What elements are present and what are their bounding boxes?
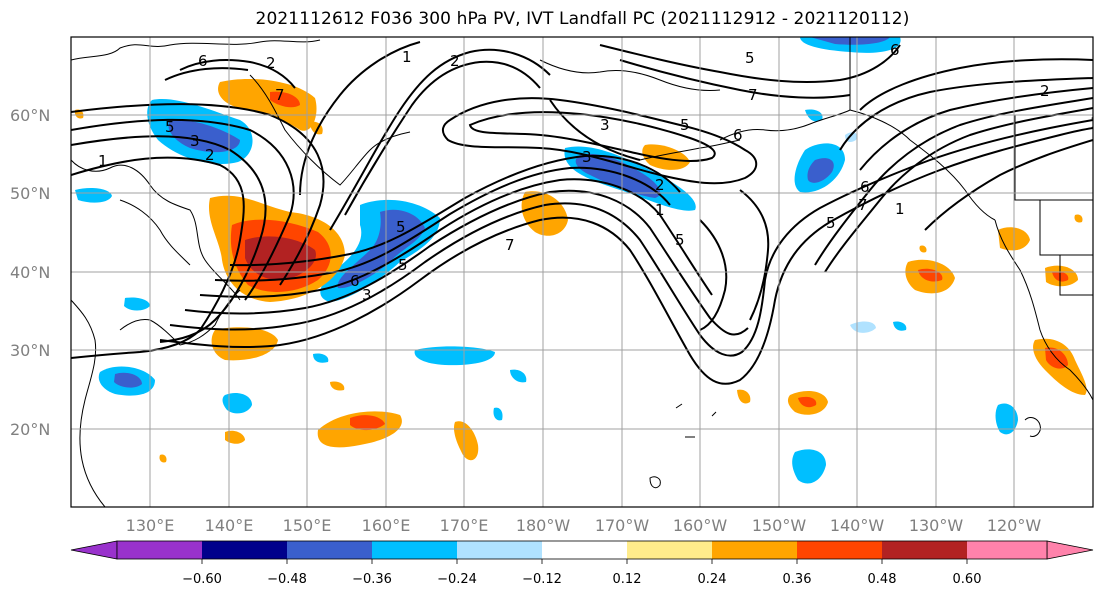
colorbar-swatch bbox=[372, 541, 457, 559]
colorbar-tick: −0.12 bbox=[522, 572, 562, 587]
coastlines bbox=[71, 37, 1093, 507]
colorbar-tick: 0.24 bbox=[698, 572, 727, 587]
contour-label: 2 bbox=[1040, 82, 1050, 100]
colorbar-tick-labels: −0.60 −0.48 −0.36 −0.24 −0.12 0.12 0.24 … bbox=[182, 572, 981, 587]
lon-label: 170°E bbox=[440, 516, 489, 535]
contour-label: 6 bbox=[860, 178, 870, 196]
contour-label: 7 bbox=[505, 236, 515, 254]
contour-label: 5 bbox=[396, 218, 406, 236]
contour-label: 6 bbox=[733, 126, 743, 144]
lon-label: 160°W bbox=[673, 516, 728, 535]
contour-label: 5 bbox=[680, 116, 690, 134]
contour-label: 3 bbox=[582, 148, 592, 166]
lat-label: 50°N bbox=[10, 184, 50, 203]
lon-label: 140°E bbox=[205, 516, 254, 535]
map-border bbox=[70, 36, 1094, 508]
graticule bbox=[71, 37, 1093, 507]
colorbar-high-extension bbox=[1046, 540, 1094, 560]
colorbar-tick: 0.48 bbox=[868, 572, 897, 587]
map-title: 2021112612 F036 300 hPa PV, IVT Landfall… bbox=[255, 9, 910, 29]
colorbar-swatch bbox=[797, 541, 882, 559]
contour-label: 3 bbox=[190, 132, 200, 150]
lat-label: 40°N bbox=[10, 263, 50, 282]
colorbar-tick: −0.48 bbox=[267, 572, 307, 587]
lon-label: 150°W bbox=[752, 516, 807, 535]
contour-label: 2 bbox=[205, 146, 215, 164]
colorbar-swatch bbox=[967, 541, 1047, 559]
colorbar-tick: −0.36 bbox=[352, 572, 392, 587]
contour-label: 3 bbox=[600, 116, 610, 134]
contour-label: 5 bbox=[165, 118, 175, 136]
contour-label: 5 bbox=[398, 256, 408, 274]
contour-label: 5 bbox=[675, 231, 685, 249]
lon-label: 160°E bbox=[362, 516, 411, 535]
contour-label: 6 bbox=[890, 41, 900, 59]
lon-label: 180°W bbox=[516, 516, 571, 535]
colorbar-tick: 0.60 bbox=[953, 572, 982, 587]
contour-label: 1 bbox=[655, 201, 665, 219]
contour-label: 3 bbox=[362, 286, 372, 304]
colorbar-low-extension bbox=[70, 540, 118, 560]
contour-label: 1 bbox=[1090, 114, 1100, 132]
colorbar-frame bbox=[116, 540, 1048, 560]
colorbar-tick-marks bbox=[201, 559, 968, 564]
colorbar-swatch bbox=[117, 541, 202, 559]
contour-label: 7 bbox=[275, 86, 285, 104]
lat-label: 30°N bbox=[10, 341, 50, 360]
colorbar: −0.60 −0.48 −0.36 −0.24 −0.12 0.12 0.24 … bbox=[70, 540, 1094, 587]
lon-label: 170°W bbox=[595, 516, 650, 535]
contour-label: 2 bbox=[450, 52, 460, 70]
lat-label: 60°N bbox=[10, 106, 50, 125]
colorbar-swatch bbox=[542, 541, 627, 559]
contour-label: 1 bbox=[402, 48, 412, 66]
colorbar-swatch bbox=[882, 541, 967, 559]
colorbar-tick: −0.24 bbox=[437, 572, 477, 587]
colorbar-swatch bbox=[457, 541, 542, 559]
colorbar-tick: −0.60 bbox=[182, 572, 222, 587]
lon-label: 130°W bbox=[909, 516, 964, 535]
colorbar-tick: 0.36 bbox=[783, 572, 812, 587]
lat-label: 20°N bbox=[10, 420, 50, 439]
contour-label: 7 bbox=[858, 196, 868, 214]
colorbar-tick: 0.12 bbox=[613, 572, 642, 587]
lon-label: 120°W bbox=[987, 516, 1042, 535]
contour-label: 5 bbox=[826, 214, 836, 232]
colorbar-swatch bbox=[627, 541, 712, 559]
contour-label: 2 bbox=[655, 176, 665, 194]
contour-label: 1 bbox=[895, 200, 905, 218]
contour-label: 5 bbox=[745, 49, 755, 67]
longitude-labels: 130°E 140°E 150°E 160°E 170°E 180°W 170°… bbox=[126, 516, 1042, 535]
colorbar-swatch bbox=[202, 541, 287, 559]
contour-label: 7 bbox=[748, 86, 758, 104]
contour-label: 1 bbox=[98, 152, 108, 170]
pv-contours bbox=[71, 41, 1093, 385]
lon-label: 140°W bbox=[830, 516, 885, 535]
latitude-labels: 60°N 50°N 40°N 30°N 20°N bbox=[10, 106, 50, 439]
colorbar-swatch bbox=[287, 541, 372, 559]
lon-label: 150°E bbox=[283, 516, 332, 535]
contour-label: 6 bbox=[350, 272, 360, 290]
contour-label: 2 bbox=[266, 54, 276, 72]
map-plot-area: 1 2 3 5 6 7 2 1 5 3 7 6 5 3 2 1 5 6 7 1 … bbox=[71, 37, 1100, 507]
contour-labels: 1 2 3 5 6 7 2 1 5 3 7 6 5 3 2 1 5 6 7 1 … bbox=[98, 41, 1100, 304]
colorbar-swatch bbox=[712, 541, 797, 559]
lon-label: 130°E bbox=[126, 516, 175, 535]
contour-label: 6 bbox=[198, 52, 208, 70]
